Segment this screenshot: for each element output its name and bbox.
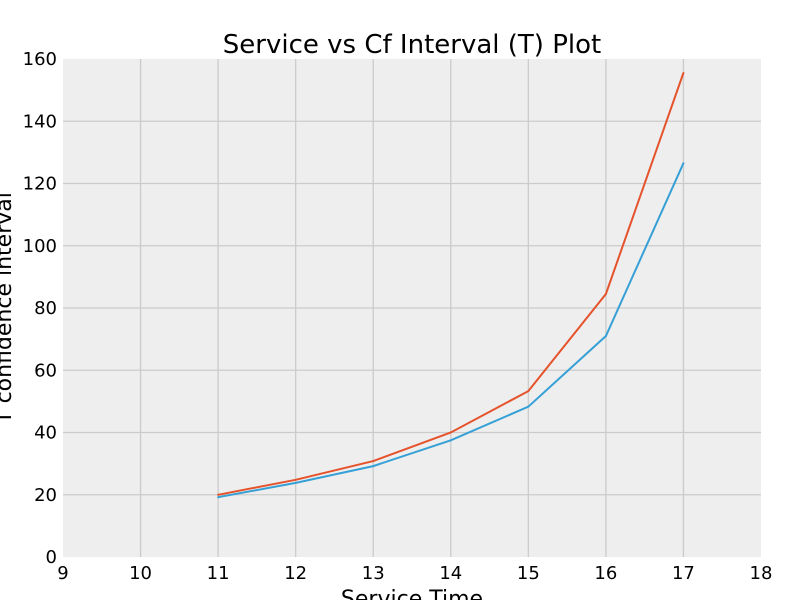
x-tick-labels: 9 10 11 12 13 14 15 16 17 18 [57,563,772,584]
y-axis-label: T confidence interval [0,192,17,425]
x-tick-label: 10 [129,563,152,584]
data-point [604,335,607,338]
y-tick-label: 100 [23,236,57,257]
data-point [527,405,530,408]
data-point [372,465,375,468]
grid [63,59,761,557]
data-point [217,493,220,496]
data-point [294,478,297,481]
x-tick-label: 9 [57,563,68,584]
data-point [682,72,685,75]
chart-title: Service vs Cf Interval (T) Plot [223,30,601,60]
y-tick-label: 140 [23,111,57,132]
y-tick-label: 60 [34,360,57,381]
data-point [682,162,685,165]
data-point [449,431,452,434]
y-tick-label: 80 [34,298,57,319]
data-point [527,390,530,393]
x-tick-label: 18 [750,563,773,584]
data-point [604,292,607,295]
x-tick-label: 12 [284,563,307,584]
series-layer [217,72,685,499]
x-axis-label: Service Time [341,587,483,600]
y-tick-label: 20 [34,485,57,506]
data-point [217,496,220,499]
data-point [449,439,452,442]
y-tick-label: 120 [23,174,57,195]
data-point [294,481,297,484]
y-tick-label: 0 [46,547,57,568]
y-tick-label: 40 [34,423,57,444]
x-tick-label: 15 [517,563,540,584]
x-tick-label: 17 [672,563,695,584]
x-tick-label: 13 [362,563,385,584]
y-tick-label: 160 [23,49,57,70]
x-tick-label: 14 [439,563,462,584]
data-point [372,460,375,463]
x-tick-label: 16 [594,563,617,584]
x-tick-label: 11 [207,563,230,584]
y-tick-labels: 0 20 40 60 80 100 120 140 160 [23,49,57,568]
